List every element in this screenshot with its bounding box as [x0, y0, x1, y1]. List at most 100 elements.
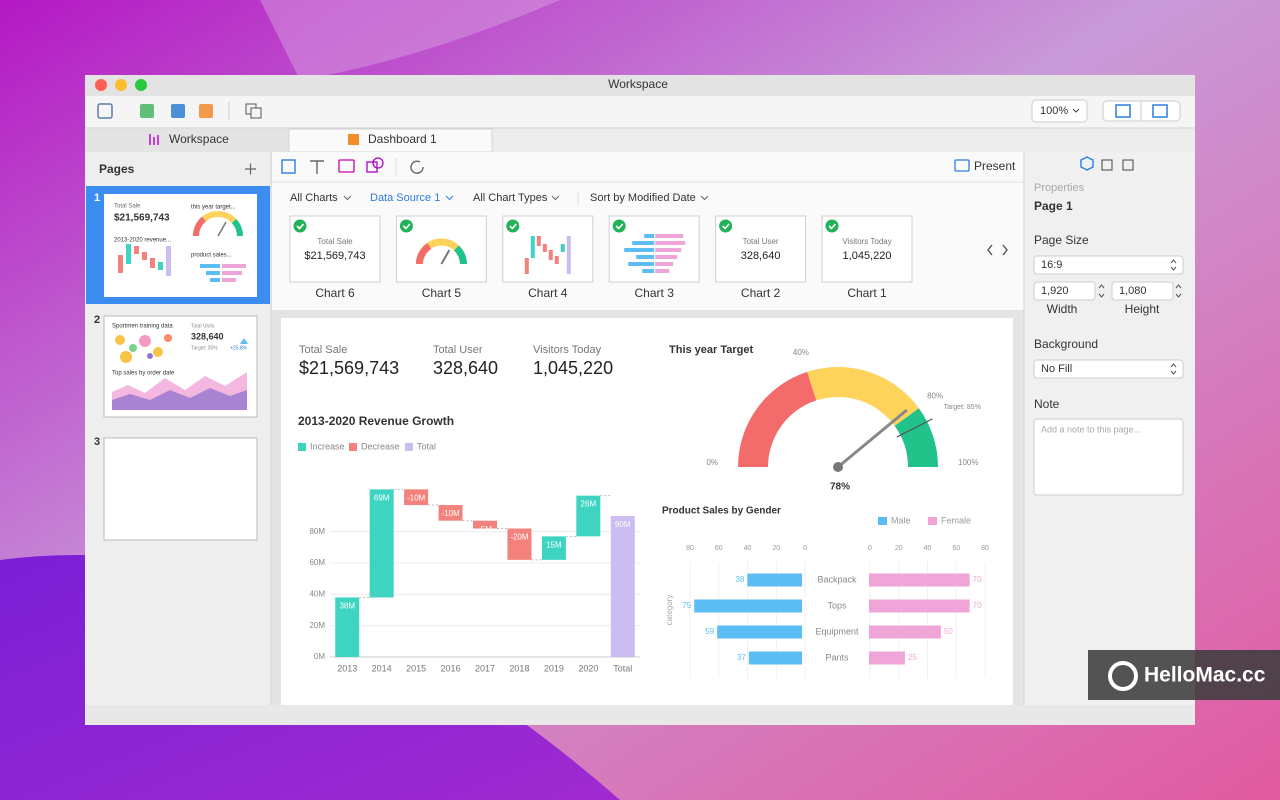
x-tick-label: 80	[686, 545, 694, 552]
align-tab[interactable]	[1122, 159, 1134, 171]
icon-bar	[149, 134, 151, 145]
thumb-text: Total Units	[191, 323, 215, 329]
tab[interactable]	[85, 129, 289, 152]
tab-label[interactable]: Dashboard 1	[368, 132, 437, 146]
filter-dropdown[interactable]: All Chart Types	[473, 192, 548, 204]
scroll-left[interactable]	[987, 244, 993, 256]
x-tick-label: 40	[924, 545, 932, 552]
check-mark	[402, 223, 411, 230]
chart-card[interactable]	[502, 215, 594, 283]
image-tool[interactable]	[338, 159, 355, 173]
mini-bubble	[164, 334, 172, 342]
arrange-icon[interactable]	[250, 107, 262, 119]
page-thumbnail[interactable]	[103, 437, 258, 541]
legend-swatch	[349, 443, 357, 451]
mini-bar	[636, 255, 655, 259]
bar	[507, 528, 532, 560]
gauge-tick-label: 100%	[958, 458, 978, 467]
status-bar	[85, 705, 1195, 725]
desktop-wave	[260, 0, 560, 80]
page-number: 3	[94, 436, 100, 448]
input-value[interactable]: 1,080	[1119, 285, 1147, 297]
refresh-tool[interactable]	[410, 160, 424, 174]
close-button[interactable]	[95, 79, 107, 91]
tab-label[interactable]: Workspace	[169, 132, 229, 146]
category-label: Backpack	[817, 574, 857, 584]
check-badge	[399, 219, 413, 233]
height-input[interactable]	[1111, 281, 1174, 301]
workspace-icon	[149, 134, 159, 145]
gauge-tick-label: 0%	[706, 458, 718, 467]
mini-bar	[624, 248, 655, 252]
watermark-logo	[1108, 661, 1138, 691]
mini-arrow	[240, 338, 248, 344]
mini-bubble	[115, 335, 125, 345]
y-tick-label: 60M	[309, 558, 325, 567]
thumb-text: Sportmen training data	[112, 324, 173, 330]
minimize-button[interactable]	[115, 79, 127, 91]
bar	[541, 536, 566, 560]
filter-dropdown[interactable]: All Charts	[290, 192, 338, 204]
size-select[interactable]	[1033, 255, 1184, 275]
kpi-value: 328,640	[433, 358, 498, 378]
x-tick-label: 2018	[509, 663, 529, 673]
zoom-button[interactable]	[135, 79, 147, 91]
check-badge	[825, 219, 839, 233]
chevron	[445, 195, 454, 201]
bar	[748, 651, 802, 665]
chart-tool[interactable]	[281, 159, 296, 174]
gauge-value: 78%	[830, 482, 850, 493]
chart-title: 2013-2020 Revenue Growth	[298, 414, 454, 428]
watermark-text: HelloMac.cc	[1144, 664, 1266, 687]
add-page-button[interactable]	[245, 163, 256, 175]
value-label: 75	[682, 601, 691, 610]
save-icon[interactable]	[97, 103, 113, 119]
scroll-right[interactable]	[1002, 244, 1008, 256]
category-label: Equipment	[815, 626, 859, 636]
check-mark	[509, 223, 517, 230]
mini-bar	[554, 256, 559, 264]
add-table-icon[interactable]	[199, 104, 213, 118]
x-tick-label: 2017	[475, 663, 495, 673]
bar	[610, 516, 635, 657]
select-value[interactable]: 16:9	[1041, 259, 1062, 271]
stepper[interactable]	[1175, 284, 1182, 298]
x-tick-label: 2019	[544, 663, 564, 673]
shape-tool[interactable]	[366, 161, 378, 173]
zoom-select[interactable]	[1031, 99, 1088, 123]
dashboard-icon	[348, 134, 359, 145]
x-tick-label: Total	[613, 663, 632, 673]
add-data-icon[interactable]	[171, 104, 185, 118]
mini-bar	[655, 234, 684, 238]
stepper[interactable]	[1098, 284, 1105, 298]
text-tool[interactable]	[310, 160, 324, 174]
gauge-band	[807, 367, 919, 426]
note-input[interactable]	[1033, 418, 1184, 496]
shape-tool[interactable]	[372, 157, 384, 169]
background-select[interactable]	[1033, 359, 1184, 379]
field-label: Width	[1047, 302, 1078, 316]
mini-bubble	[129, 344, 137, 352]
add-chart-icon[interactable]	[140, 104, 154, 118]
panel-header: Properties	[1034, 182, 1085, 194]
icon-bar	[157, 135, 159, 145]
input-value[interactable]: 1,920	[1041, 285, 1069, 297]
card-value: 1,045,220	[843, 250, 892, 262]
present-button[interactable]: Present	[974, 159, 1016, 173]
width-input[interactable]	[1033, 281, 1096, 301]
value-label: 50	[944, 627, 953, 636]
zoom-value[interactable]: 100%	[1040, 105, 1068, 117]
present-icon[interactable]	[954, 159, 970, 172]
select-value[interactable]: No Fill	[1041, 363, 1072, 375]
right-panel-icon[interactable]	[1152, 104, 1168, 118]
filter-dropdown[interactable]: Sort by Modified Date	[590, 192, 696, 204]
y-tick-label: 20M	[309, 621, 325, 630]
properties-tab[interactable]	[1080, 156, 1094, 171]
thumb-text: Target: 30%	[191, 345, 218, 351]
mini-bar	[560, 244, 565, 252]
layout-tab[interactable]	[1101, 159, 1113, 171]
filter-dropdown[interactable]: Data Source 1	[370, 192, 440, 204]
left-panel-icon[interactable]	[1115, 104, 1131, 118]
card-label: Total Sale	[317, 237, 353, 246]
